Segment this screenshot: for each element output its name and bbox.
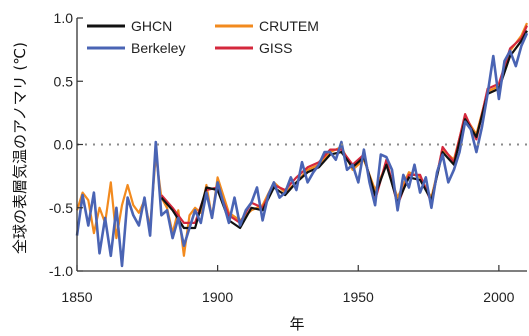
legend-label-berkeley: Berkeley [131,40,185,56]
x-tick-label: 1850 [61,289,92,305]
legend-label-crutem: CRUTEM [259,18,319,34]
x-axis-title: 年 [289,315,304,333]
legend-label-giss: GISS [259,40,292,56]
series-line-berkeley [75,32,529,268]
x-tick-label: 1900 [202,289,233,305]
x-tick-label: 2000 [483,289,514,305]
y-tick-label: 0.5 [54,73,74,89]
x-tick-label: 1950 [343,289,374,305]
legend-label-ghcn: GHCN [131,18,172,34]
y-tick-label: 1.0 [54,10,74,26]
series-layer [75,22,529,268]
y-tick-label: 0.0 [54,137,74,153]
y-tick-label: -1.0 [49,263,73,279]
legend: GHCN CRUTEM Berkeley GISS [87,18,319,56]
y-tick-label: -0.5 [49,200,73,216]
y-axis-title: 全球の表層気温のアノマリ (℃) [11,42,29,254]
ticks-layer: 1850 1900 1950 2000 -1.0 -0.5 0.0 0.5 1.0 [49,10,515,305]
